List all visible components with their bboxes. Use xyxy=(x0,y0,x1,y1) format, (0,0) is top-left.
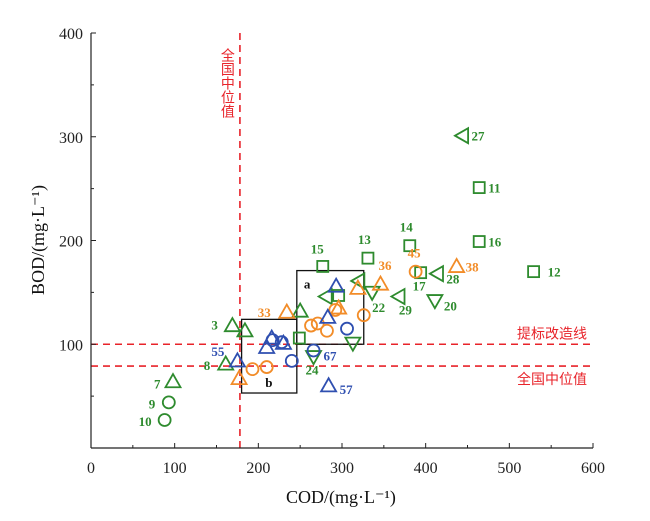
triangle-up-marker xyxy=(329,298,348,315)
square-marker xyxy=(403,239,417,253)
triangle-up-marker xyxy=(216,354,235,371)
data-points xyxy=(157,126,540,427)
point-label: 15 xyxy=(311,241,325,256)
x-tick-label: 200 xyxy=(246,460,270,477)
point-label: 12 xyxy=(548,265,561,280)
point-label: 13 xyxy=(358,232,372,247)
triangle-down-marker xyxy=(304,350,323,367)
point-label: 10 xyxy=(139,414,152,429)
square-marker xyxy=(527,265,540,279)
triangle-up-marker xyxy=(223,316,242,333)
y-axis-title: BOD/(mg·L⁻¹) xyxy=(28,185,49,295)
circle-marker xyxy=(259,360,274,374)
box-label-a: a xyxy=(304,277,311,292)
y-tick-label: 300 xyxy=(59,130,83,147)
triangle-up-marker xyxy=(235,321,254,338)
circle-marker xyxy=(328,303,343,317)
circle-marker xyxy=(306,343,321,358)
point-label: 29 xyxy=(399,303,413,318)
x-tick-label: 600 xyxy=(581,460,605,477)
y-tick-label: 200 xyxy=(59,234,83,251)
point-label: 38 xyxy=(466,259,480,274)
circle-marker xyxy=(157,413,172,427)
square-marker xyxy=(472,181,486,194)
triangle-left-marker xyxy=(316,287,333,306)
vertical-reference-label: 全国中位值 xyxy=(219,47,235,118)
point-label: 67 xyxy=(324,348,338,363)
circle-marker xyxy=(356,308,371,323)
horizontal-reference-label: 提标改造线 xyxy=(517,326,587,342)
point-label: 9 xyxy=(149,396,156,411)
square-marker xyxy=(292,331,306,345)
point-label: 33 xyxy=(258,305,272,320)
square-marker xyxy=(472,235,486,248)
triangle-up-marker xyxy=(371,274,390,291)
triangle-down-marker xyxy=(363,285,382,302)
triangle-up-marker xyxy=(319,376,338,393)
circle-marker xyxy=(265,333,280,348)
y-tick-label: 400 xyxy=(59,26,83,43)
triangle-up-marker xyxy=(230,369,249,386)
point-label: 14 xyxy=(400,220,414,235)
triangle-up-marker xyxy=(277,302,296,319)
circle-marker xyxy=(161,395,176,410)
point-label: 27 xyxy=(471,129,485,144)
point-label: 57 xyxy=(340,382,354,397)
point-label: 20 xyxy=(444,299,457,314)
x-tick-label: 500 xyxy=(497,460,521,477)
triangle-up-marker xyxy=(327,276,346,293)
triangle-left-marker xyxy=(453,126,470,145)
circle-marker xyxy=(304,318,318,333)
box-label-b: b xyxy=(265,375,272,390)
point-label: 8 xyxy=(204,358,211,373)
square-marker xyxy=(361,251,375,265)
triangle-up-marker xyxy=(348,278,367,295)
x-tick-label: 0 xyxy=(87,460,95,477)
x-tick-label: 400 xyxy=(414,460,438,477)
triangle-left-marker xyxy=(389,287,406,306)
triangle-up-marker xyxy=(318,307,337,324)
point-label: 55 xyxy=(211,344,225,359)
triangle-up-marker xyxy=(163,372,183,389)
point-label: 36 xyxy=(378,258,392,273)
square-marker xyxy=(316,260,330,273)
triangle-left-marker xyxy=(428,264,444,283)
x-axis-title: COD/(mg·L⁻¹) xyxy=(286,487,396,508)
point-label: 22 xyxy=(372,300,385,315)
x-tick-label: 100 xyxy=(163,460,187,477)
highlight-box-a xyxy=(296,269,365,345)
point-label: 28 xyxy=(446,272,460,287)
x-tick-label: 300 xyxy=(330,460,354,477)
triangle-left-marker xyxy=(349,271,366,291)
triangle-up-marker xyxy=(447,257,466,273)
point-label: 24 xyxy=(306,363,320,378)
point-label: 11 xyxy=(488,181,500,196)
circle-marker xyxy=(340,321,354,336)
point-label: 16 xyxy=(488,235,502,250)
circle-marker xyxy=(245,362,260,377)
point-label: 7 xyxy=(154,377,161,392)
axes: 0 100 200 300 400 500 600 100 200 300 400 xyxy=(59,26,605,477)
point-label: 17 xyxy=(413,279,427,294)
horizontal-reference-label: 全国中位值 xyxy=(517,371,587,388)
point-label: 3 xyxy=(211,318,218,333)
triangle-down-marker xyxy=(343,336,362,353)
circle-marker xyxy=(274,335,289,350)
circle-marker xyxy=(320,323,334,338)
point-label: 45 xyxy=(408,246,422,261)
y-tick-label: 100 xyxy=(59,337,83,354)
circle-marker xyxy=(408,264,423,279)
triangle-up-marker xyxy=(228,351,247,368)
circle-marker xyxy=(284,353,299,368)
triangle-down-marker xyxy=(425,294,444,310)
triangle-up-marker xyxy=(291,301,310,318)
